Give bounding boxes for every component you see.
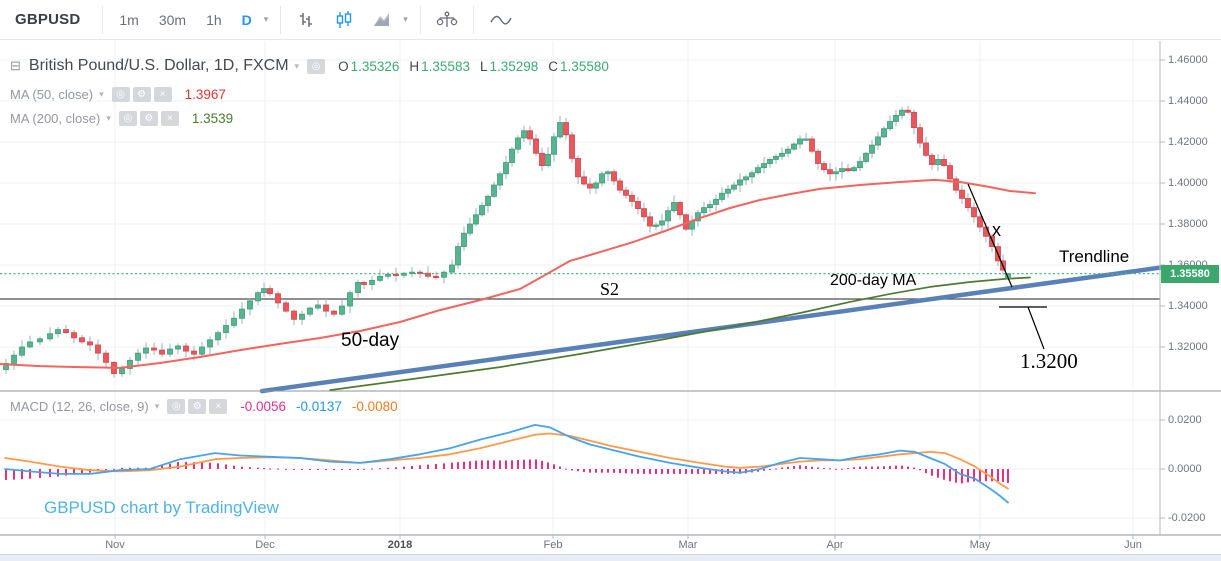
hide-indicator-button[interactable]: ◎ bbox=[167, 399, 186, 414]
timeframe-30m-button[interactable]: 30m bbox=[158, 11, 187, 28]
time-axis-label: Apr bbox=[826, 539, 844, 551]
indicator-settings-button[interactable]: ⚙ bbox=[188, 399, 207, 414]
macd-axis-label: -0.0200 bbox=[1168, 512, 1206, 524]
macd-axis-label: 0.0000 bbox=[1168, 463, 1202, 475]
indicator-settings-button[interactable]: ⚙ bbox=[139, 111, 158, 126]
time-axis-label: Mar bbox=[678, 539, 698, 551]
ma50-legend: MA (50, close) ▾ ◎ ⚙ × 1.3967 bbox=[10, 87, 226, 102]
macd-legend: MACD (12, 26, close, 9) ▾ ◎ ⚙ × -0.0056 … bbox=[10, 399, 398, 414]
ma200-value: 1.3539 bbox=[191, 111, 234, 126]
price-axis-label: 1.44000 bbox=[1168, 95, 1208, 107]
macd-signal-value: -0.0080 bbox=[351, 399, 398, 414]
macd-label[interactable]: MACD (12, 26, close, 9) bbox=[10, 399, 149, 414]
time-axis-label: Jun bbox=[1124, 539, 1142, 551]
ma200-label[interactable]: MA (200, close) bbox=[10, 111, 101, 126]
annotation-50day-label: 50-day bbox=[341, 330, 400, 351]
ma200-legend: MA (200, close) ▾ ◎ ⚙ × 1.3539 bbox=[10, 111, 233, 126]
low-value: L 1.35298 bbox=[479, 58, 539, 74]
high-value: H 1.35583 bbox=[409, 58, 470, 74]
candlestick-chart-icon[interactable] bbox=[334, 10, 354, 30]
toolbar-separator bbox=[280, 5, 282, 34]
macd-line-value: -0.0137 bbox=[296, 399, 342, 414]
price-axis-label: 1.38000 bbox=[1168, 218, 1208, 230]
chevron-down-icon[interactable]: ▾ bbox=[99, 89, 104, 99]
timeframe-1m-button[interactable]: 1m bbox=[119, 11, 139, 28]
timeframe-daily-button[interactable]: D bbox=[241, 11, 252, 28]
hide-indicator-button[interactable]: ◎ bbox=[111, 87, 130, 102]
time-axis-label: May bbox=[969, 539, 991, 551]
series-title[interactable]: British Pound/U.S. Dollar, 1D, FXCM bbox=[28, 57, 289, 74]
macd-axis-label: 0.0200 bbox=[1168, 414, 1202, 426]
collapse-pane-icon[interactable]: ⊟ bbox=[10, 58, 21, 73]
price-axis-label: 1.40000 bbox=[1168, 177, 1208, 189]
toolbar-separator bbox=[419, 5, 421, 34]
bar-chart-icon[interactable] bbox=[296, 10, 316, 30]
remove-indicator-button[interactable]: × bbox=[160, 111, 179, 126]
bottom-strip bbox=[0, 554, 1221, 561]
time-axis-label: Feb bbox=[543, 539, 563, 551]
chevron-down-icon[interactable]: ▾ bbox=[263, 14, 269, 24]
price-axis-label: 1.34000 bbox=[1168, 300, 1208, 312]
annotation-trendline-label: Trendline bbox=[1059, 247, 1130, 266]
annotation-13200-label: 1.3200 bbox=[1020, 349, 1078, 373]
time-axis-label: 2018 bbox=[387, 539, 413, 551]
current-price-badge: 1.35580 bbox=[1161, 264, 1219, 283]
timeframe-1h-button[interactable]: 1h bbox=[206, 11, 222, 28]
toolbar-separator bbox=[102, 5, 104, 34]
annotation-x-label: x bbox=[992, 220, 1001, 240]
price-axis-label: 1.32000 bbox=[1168, 341, 1208, 353]
price-axis-label: 1.42000 bbox=[1168, 136, 1208, 148]
chevron-down-icon[interactable]: ▾ bbox=[106, 113, 111, 123]
symbol-title[interactable]: GBPUSD bbox=[15, 11, 81, 28]
remove-indicator-button[interactable]: × bbox=[209, 399, 228, 414]
macd-histogram-value: -0.0056 bbox=[240, 399, 287, 414]
line-chart-icon[interactable] bbox=[489, 10, 513, 30]
open-value: O 1.35326 bbox=[338, 58, 400, 74]
tradingview-watermark-link[interactable]: GBPUSD chart by TradingView bbox=[44, 498, 279, 517]
chevron-down-icon[interactable]: ▾ bbox=[154, 401, 160, 411]
price-axis-label: 1.46000 bbox=[1168, 54, 1208, 66]
close-value: C 1.35580 bbox=[548, 58, 609, 74]
annotation-s2-label: S2 bbox=[600, 279, 620, 299]
remove-indicator-button[interactable]: × bbox=[153, 87, 172, 102]
time-axis[interactable]: Nov Dec 2018 Feb Mar Apr May Jun bbox=[0, 535, 1160, 554]
ma50-label[interactable]: MA (50, close) bbox=[10, 87, 94, 102]
chevron-down-icon[interactable]: ▾ bbox=[403, 14, 408, 24]
time-axis-label: Dec bbox=[255, 539, 275, 551]
toolbar-separator bbox=[472, 5, 474, 34]
hide-series-button[interactable]: ◎ bbox=[307, 58, 326, 74]
chevron-down-icon[interactable]: ▾ bbox=[294, 60, 300, 71]
ma50-value: 1.3967 bbox=[184, 87, 226, 102]
time-axis-label: Nov bbox=[105, 539, 125, 551]
annotation-200day-ma-label: 200-day MA bbox=[830, 272, 917, 289]
indicator-settings-button[interactable]: ⚙ bbox=[132, 87, 151, 102]
area-chart-icon[interactable] bbox=[372, 10, 392, 30]
hide-indicator-button[interactable]: ◎ bbox=[118, 111, 137, 126]
main-series-legend: ⊟ British Pound/U.S. Dollar, 1D, FXCM ▾ … bbox=[10, 57, 609, 75]
chart-toolbar: GBPUSD 1m 30m 1h D ▾ ▾ bbox=[0, 0, 1221, 40]
compare-scales-icon[interactable] bbox=[436, 10, 458, 30]
price-axis[interactable]: 1.460001.440001.420001.400001.380001.360… bbox=[1160, 41, 1221, 535]
